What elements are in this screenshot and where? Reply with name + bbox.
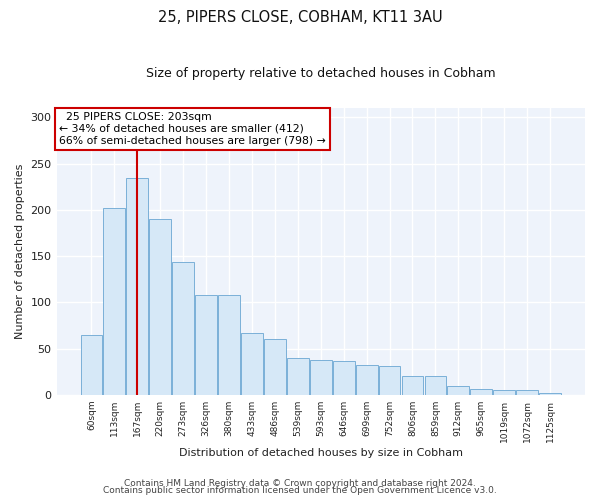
- Bar: [539, 393, 561, 395]
- Bar: [80, 335, 103, 395]
- Bar: [401, 376, 424, 395]
- Bar: [470, 390, 492, 395]
- Text: Contains public sector information licensed under the Open Government Licence v3: Contains public sector information licen…: [103, 486, 497, 495]
- Bar: [149, 219, 171, 395]
- Bar: [516, 390, 538, 395]
- Title: Size of property relative to detached houses in Cobham: Size of property relative to detached ho…: [146, 68, 496, 80]
- X-axis label: Distribution of detached houses by size in Cobham: Distribution of detached houses by size …: [179, 448, 463, 458]
- Bar: [287, 358, 309, 395]
- Y-axis label: Number of detached properties: Number of detached properties: [15, 164, 25, 339]
- Bar: [310, 360, 332, 395]
- Bar: [103, 208, 125, 395]
- Bar: [425, 376, 446, 395]
- Bar: [127, 178, 148, 395]
- Bar: [493, 390, 515, 395]
- Text: 25 PIPERS CLOSE: 203sqm
← 34% of detached houses are smaller (412)
66% of semi-d: 25 PIPERS CLOSE: 203sqm ← 34% of detache…: [59, 112, 326, 146]
- Bar: [448, 386, 469, 395]
- Text: 25, PIPERS CLOSE, COBHAM, KT11 3AU: 25, PIPERS CLOSE, COBHAM, KT11 3AU: [158, 10, 442, 25]
- Bar: [241, 333, 263, 395]
- Text: Contains HM Land Registry data © Crown copyright and database right 2024.: Contains HM Land Registry data © Crown c…: [124, 478, 476, 488]
- Bar: [218, 295, 240, 395]
- Bar: [172, 262, 194, 395]
- Bar: [333, 360, 355, 395]
- Bar: [356, 366, 377, 395]
- Bar: [379, 366, 400, 395]
- Bar: [264, 340, 286, 395]
- Bar: [195, 295, 217, 395]
